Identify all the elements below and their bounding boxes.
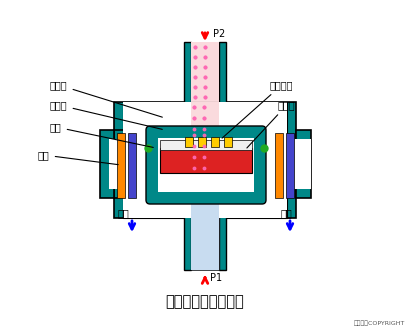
Text: 东方仿真COPYRIGHT: 东方仿真COPYRIGHT (353, 320, 405, 326)
Bar (114, 130, 142, 198)
Text: 扩散电阻: 扩散电阻 (222, 80, 293, 138)
Text: 扩散硅式压力传感器: 扩散硅式压力传感器 (166, 295, 245, 309)
Text: 硅杯: 硅杯 (50, 122, 153, 147)
Bar (198, 137, 206, 147)
Text: 电流: 电流 (281, 208, 293, 218)
Bar (296, 130, 311, 198)
FancyBboxPatch shape (146, 126, 266, 204)
Bar (160, 148, 252, 173)
Bar (191, 102, 219, 212)
Text: 硅膜片: 硅膜片 (247, 100, 296, 148)
Bar (128, 133, 136, 198)
Bar (286, 133, 294, 198)
Bar (211, 137, 219, 147)
Text: 引线: 引线 (38, 150, 118, 165)
Bar (224, 137, 232, 147)
Bar (191, 212, 219, 270)
Bar (191, 180, 219, 270)
Bar (114, 102, 296, 218)
Bar (100, 130, 114, 198)
Bar (123, 102, 287, 218)
Text: P2: P2 (213, 29, 225, 39)
Text: 电流: 电流 (118, 208, 130, 218)
Bar (219, 42, 226, 108)
Bar (123, 102, 287, 218)
Bar (184, 42, 191, 108)
Text: 低压腔: 低压腔 (50, 80, 162, 117)
Text: P1: P1 (210, 273, 222, 283)
Bar (109, 139, 196, 189)
Bar (205, 139, 311, 189)
Bar (184, 212, 191, 270)
Bar (160, 140, 252, 150)
Bar (158, 138, 254, 192)
Bar (219, 212, 226, 270)
Bar (185, 137, 193, 147)
Bar (275, 133, 283, 198)
Bar (191, 42, 219, 108)
Text: 高压腔: 高压腔 (50, 100, 162, 129)
Bar (117, 133, 125, 198)
